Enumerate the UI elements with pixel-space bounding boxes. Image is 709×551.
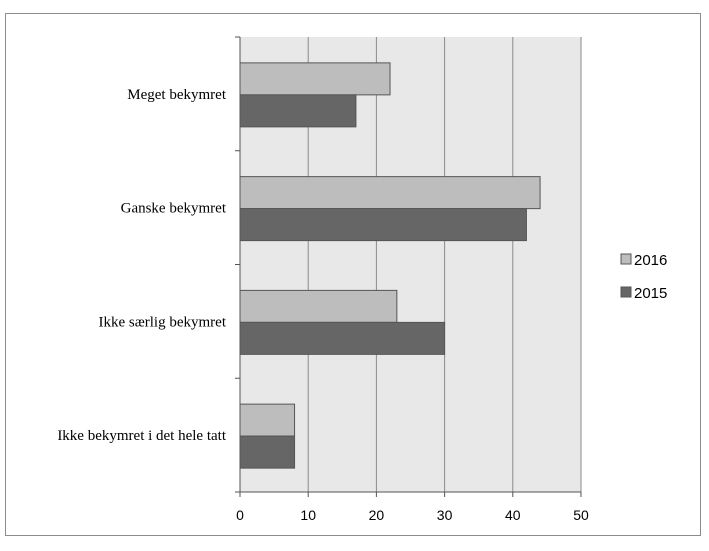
- legend: 2016 2015: [620, 252, 667, 302]
- x-tick-label: 20: [369, 507, 385, 523]
- legend-label-2015: 2015: [634, 285, 667, 302]
- legend-swatch-2015: [620, 286, 632, 298]
- bar-2015-1: [239, 94, 357, 128]
- category-label: Meget bekymret: [127, 87, 227, 103]
- bar-2016-3: [239, 289, 398, 323]
- category-label: Ikke særlig bekymret: [99, 314, 227, 330]
- bar-2015-4: [239, 435, 296, 469]
- category-label: Ikke bekymret i det hele tatt: [57, 428, 227, 444]
- x-tick-label: 10: [300, 507, 316, 523]
- category-labels: Meget bekymret Ganske bekymret Ikke særlig…: [57, 87, 227, 444]
- axes: [235, 36, 582, 497]
- legend-label-2016: 2016: [634, 252, 667, 269]
- x-tick-label: 50: [573, 507, 589, 523]
- x-tick-label: 40: [505, 507, 521, 523]
- x-tick-labels: 0 10 20 30 40 50: [236, 507, 589, 523]
- bar-2016-4: [239, 403, 296, 437]
- bars: [239, 62, 541, 469]
- category-label: Ganske bekymret: [121, 201, 227, 217]
- legend-swatch-2016: [620, 253, 632, 265]
- bar-2015-2: [239, 208, 527, 242]
- bar-2015-3: [239, 321, 446, 355]
- x-tick-label: 0: [236, 507, 244, 523]
- bar-2016-1: [239, 62, 391, 96]
- gridlines: [307, 37, 582, 492]
- bar-2016-2: [239, 176, 541, 210]
- x-tick-label: 30: [437, 507, 453, 523]
